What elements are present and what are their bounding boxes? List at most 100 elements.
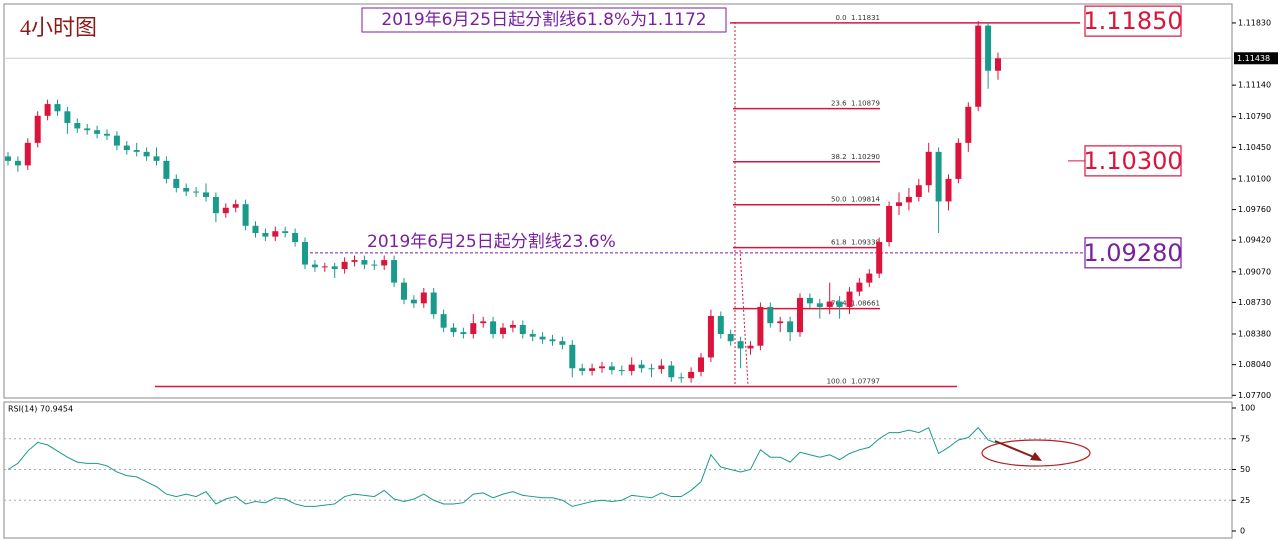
candle-body [262,233,269,237]
candle-body [876,242,883,274]
candle-body [54,104,61,112]
arrow-head [1030,452,1042,461]
candle-body [826,301,833,307]
price-box-label: 1.09280 [1083,239,1182,267]
last-price-label: 1.11438 [1237,54,1270,63]
candle-body [34,115,41,143]
candle-body [292,233,299,243]
candle-body [985,25,992,71]
candle-body [698,357,704,372]
candle-body [559,341,566,345]
candle-body [183,187,190,192]
candle-body [163,160,170,179]
candle-body [302,242,308,265]
candle-body [995,58,1001,71]
candle-body [757,306,764,346]
candle-body [737,341,744,349]
candle-body [104,133,110,136]
candle-body [846,291,853,307]
candle-body [658,365,665,370]
price-box [1084,237,1182,269]
candle-body [707,315,714,358]
y-tick-label: 1.07700 [1238,391,1271,400]
candle-body [24,142,31,166]
candle-body [747,345,754,349]
candle-body [767,306,774,324]
candle-body [539,336,546,340]
rsi-label: RSI(14) 70.9454 [8,405,73,414]
price-box [1084,5,1182,37]
fib-label: 100.0 1.07797 [827,378,880,386]
candle-body [420,292,427,304]
highlight-ellipse [981,439,1091,467]
candle-body [668,365,675,378]
candle-body [470,323,477,334]
candle-body [856,282,863,292]
candle-body [430,292,437,315]
candle-body [965,106,972,143]
fib-label: 76.4 1.08661 [831,300,880,308]
y-tick-label: 1.11140 [1238,81,1271,90]
candle-body [529,333,536,337]
candle-body [331,266,338,270]
candle-body [361,260,368,265]
price-box-label: 1.10300 [1083,147,1182,175]
arrow [994,440,1037,459]
price-pane [3,3,1233,399]
candle-body [193,191,200,193]
y-tick-label: 1.08380 [1238,329,1271,338]
candle-body [727,333,734,342]
candle-body [945,178,952,202]
candle-body [648,368,655,370]
candle-body [519,324,526,334]
fib-label: 38.2 1.10290 [831,153,880,161]
candle-body [509,324,516,328]
y-tick-label: 1.08730 [1238,298,1271,307]
candle-body [935,151,942,202]
candle-body [410,299,417,304]
candle-body [628,364,635,371]
candle-body [153,156,160,161]
candle-body [113,135,120,146]
candle-body [925,151,932,186]
candle-body [836,301,843,307]
annotation-box [361,7,727,33]
candle-body [64,111,71,124]
candle-body [500,327,506,334]
rsi-pane [3,401,1233,539]
fib-label: 61.8 1.09338 [831,239,880,247]
candle-body [886,205,893,243]
candle-body [955,142,962,179]
candle-body [14,160,21,166]
candle-body [74,123,81,129]
candle-body [608,366,615,371]
candle-body [440,314,447,328]
y-tick-label: 1.10100 [1238,174,1271,183]
candle-body [579,368,586,371]
candle-body [866,273,873,283]
candle-body [975,25,982,107]
candle-body [123,145,130,151]
annotation: 2019年6月25日起分割线23.6% [367,232,616,252]
candle-body [480,321,487,324]
y-tick-label: 75 [1240,434,1250,443]
chart-title: 4小时图 [20,15,97,40]
candle-body [787,321,794,333]
candle-body [569,344,576,369]
candle-body [371,264,378,266]
candle-body [717,315,724,334]
candle-body [173,178,180,188]
y-tick-label: 1.09070 [1238,267,1271,276]
candle-body [401,282,407,300]
rsi-line [7,426,999,507]
fib-label: 0.0 1.11831 [835,14,880,22]
candle-body [450,327,457,333]
candle-body [282,231,289,234]
candle-body [678,377,685,379]
price-box [1084,145,1182,177]
last-price-box [1234,52,1278,65]
y-tick-label: 1.09420 [1238,236,1271,245]
candle-body [816,303,823,307]
candle-body [915,185,922,197]
candle-body [351,260,358,262]
